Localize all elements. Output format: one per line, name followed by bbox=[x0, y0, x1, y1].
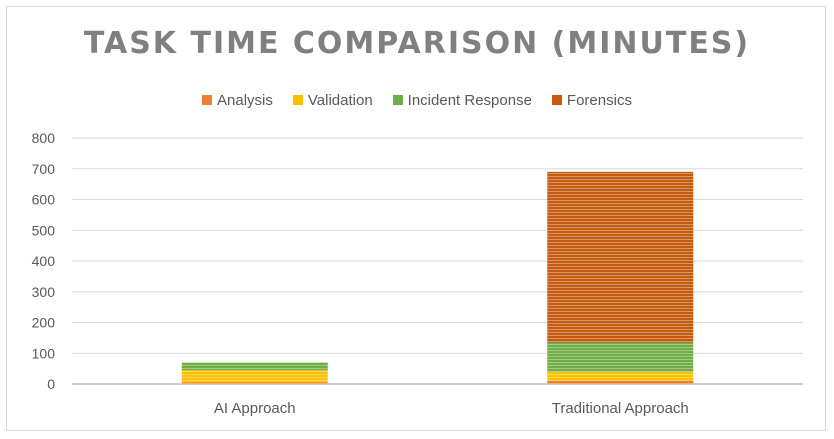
chart-title: TASK TIME COMPARISON (MINUTES) bbox=[83, 26, 751, 61]
bar-segment-texture bbox=[181, 382, 328, 384]
chart-legend: Analysis Validation Incident Response Foren… bbox=[0, 90, 834, 110]
legend-item-analysis: Analysis bbox=[202, 92, 273, 109]
y-tick-label: 500 bbox=[32, 222, 56, 238]
bar-segment-texture bbox=[547, 342, 694, 372]
legend-swatch bbox=[202, 95, 213, 105]
y-tick-label: 0 bbox=[47, 376, 55, 392]
y-tick-label: 100 bbox=[32, 345, 56, 361]
legend-item-incident-response: Incident Response bbox=[392, 91, 532, 109]
bar-segment-texture bbox=[547, 171, 694, 343]
y-tick-label: 700 bbox=[32, 161, 56, 177]
legend-item-forensics: Forensics bbox=[551, 91, 632, 109]
y-tick-label: 200 bbox=[32, 315, 56, 331]
bar-segment-texture bbox=[181, 362, 328, 371]
y-tick-label: 400 bbox=[32, 253, 56, 269]
bar-segment-texture bbox=[181, 370, 328, 383]
bar-segment-texture bbox=[547, 380, 694, 384]
legend-item-validation: Validation bbox=[292, 91, 373, 109]
x-category-label: AI Approach bbox=[214, 400, 296, 417]
legend-swatch bbox=[292, 95, 303, 105]
y-tick-label: 800 bbox=[32, 130, 56, 146]
legend-label: Analysis bbox=[217, 91, 273, 109]
y-tick-label: 300 bbox=[32, 284, 56, 300]
legend-swatch bbox=[392, 95, 403, 105]
legend-label: Incident Response bbox=[407, 91, 532, 109]
legend-swatch bbox=[551, 95, 562, 105]
legend-label: Validation bbox=[307, 91, 373, 109]
x-category-label: Traditional Approach bbox=[552, 400, 689, 417]
legend-label: Forensics bbox=[566, 91, 632, 109]
y-tick-label: 600 bbox=[32, 192, 56, 208]
bar-segment-texture bbox=[547, 371, 694, 381]
